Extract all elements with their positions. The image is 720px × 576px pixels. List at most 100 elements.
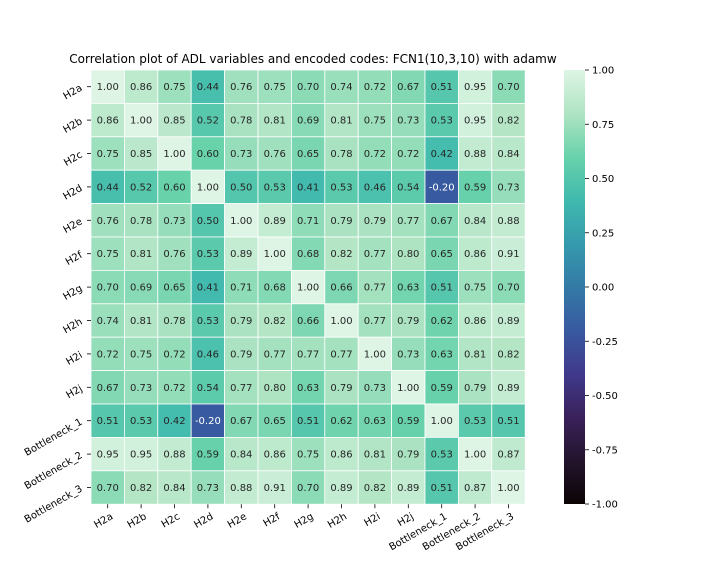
heatmap-cell [290, 370, 326, 405]
cell-value-label: 0.54 [397, 182, 419, 193]
cell-value-label: 0.75 [97, 249, 119, 260]
colorbar-tick-label: -0.50 [592, 391, 618, 402]
cell-value-label: 0.70 [497, 82, 519, 93]
heatmap-cell [190, 269, 225, 305]
cell-value-label: 0.91 [497, 249, 519, 260]
cell-value-label: 0.62 [431, 316, 453, 327]
heatmap-cell [424, 136, 459, 171]
heatmap-cell [357, 203, 393, 238]
colorbar-tick-label: 0.50 [592, 174, 614, 185]
cell-value-label: 0.81 [130, 316, 152, 327]
cell-value-label: 0.60 [163, 182, 185, 193]
heatmap-cell [491, 136, 526, 171]
heatmap-cell [357, 269, 393, 305]
heatmap-cell [124, 436, 159, 472]
cell-value-label: 0.79 [397, 316, 419, 327]
cell-value-label: 0.67 [230, 416, 252, 427]
cell-value-label: 0.44 [97, 182, 119, 193]
heatmap-cell [424, 236, 459, 271]
heatmap-cell [124, 403, 159, 438]
cell-value-label: 0.73 [364, 383, 386, 394]
cell-value-label: 0.76 [264, 149, 286, 160]
heatmap-cell [491, 403, 526, 438]
heatmap-cell [257, 370, 292, 405]
cell-value-label: 0.71 [230, 283, 252, 294]
cell-value-label: 0.66 [330, 283, 352, 294]
cell-value-label: 0.82 [264, 316, 286, 327]
cell-value-label: 0.73 [197, 483, 219, 494]
heatmap-cell [224, 103, 259, 138]
cell-value-label: 0.74 [97, 316, 119, 327]
heatmap-cell [290, 436, 326, 472]
heatmap-cell [457, 69, 493, 104]
cell-value-label: 0.59 [464, 182, 486, 193]
x-tick-label: H2f [262, 511, 283, 529]
cell-value-label: 0.65 [431, 249, 453, 260]
cell-value-label: 0.88 [163, 450, 185, 461]
cell-value-label: 0.72 [364, 149, 386, 160]
cell-value-label: 0.86 [464, 316, 486, 327]
y-tick-label: H2a [62, 83, 85, 103]
cell-value-label: 0.46 [197, 349, 219, 360]
cell-value-label: 0.89 [397, 483, 419, 494]
colorbar-tick-label: -0.75 [592, 445, 618, 456]
cell-value-label: 0.63 [431, 349, 453, 360]
cell-value-label: 0.52 [197, 116, 219, 127]
colorbar-ticks: 1.00 0.75 0.50 0.25 0.00 -0.25 -0.50 -0.75 -1.00 [585, 66, 618, 511]
colorbar-tick-label: -0.25 [592, 337, 618, 348]
cell-value-label: 1.00 [264, 249, 286, 260]
cell-value-label: 1.00 [497, 483, 519, 494]
heatmap-cell [90, 336, 125, 372]
heatmap-cell [324, 303, 359, 338]
cell-value-label: 0.70 [297, 483, 319, 494]
cell-value-label: 0.75 [130, 349, 152, 360]
heatmap-cell [324, 403, 359, 438]
heatmap-cell [90, 370, 125, 405]
heatmap-cell [124, 136, 159, 171]
cell-value-label: 0.86 [264, 450, 286, 461]
heatmap-cell [290, 303, 326, 338]
cell-value-label: 0.75 [464, 283, 486, 294]
cell-value-label: 0.76 [230, 82, 252, 93]
cell-value-label: 0.77 [397, 216, 419, 227]
cell-value-label: 0.89 [497, 383, 519, 394]
cell-value-label: 0.51 [431, 283, 453, 294]
heatmap-cell [124, 236, 159, 271]
cell-value-label: 0.78 [230, 116, 252, 127]
cell-value-label: 0.72 [397, 149, 419, 160]
heatmap-cell [357, 370, 393, 405]
colorbar-tick-label: 0.25 [592, 228, 614, 239]
heatmap-cell [190, 436, 225, 472]
cell-value-label: 0.54 [197, 383, 219, 394]
heatmap-cell [391, 269, 426, 305]
y-tick-label: H2g [61, 283, 84, 303]
cell-value-label: 0.75 [264, 82, 286, 93]
cell-value-label: 0.80 [264, 383, 286, 394]
heatmap-cell [357, 236, 393, 271]
heatmap-cell [357, 436, 393, 472]
x-tick-label: H2g [293, 511, 316, 531]
cell-value-label: 0.51 [497, 416, 519, 427]
heatmap-cell [257, 436, 292, 472]
heatmap-cell [190, 370, 225, 405]
heatmap-cell [457, 436, 493, 472]
heatmap-cell [224, 269, 259, 305]
cell-value-label: 0.86 [464, 249, 486, 260]
cell-value-label: 0.81 [364, 450, 386, 461]
heatmap-cell [324, 336, 359, 372]
colorbar-gradient [564, 70, 585, 504]
cell-value-label: 0.86 [97, 116, 119, 127]
cell-value-label: 0.77 [297, 349, 319, 360]
heatmap-cell [190, 236, 225, 271]
heatmap-cell [90, 236, 125, 271]
colorbar: 1.00 0.75 0.50 0.25 0.00 -0.25 -0.50 -0.75 -1.00 [564, 66, 618, 511]
y-tick-label: H2e [62, 216, 85, 236]
heatmap-cell [290, 236, 326, 271]
colorbar-tick-label: 0.75 [592, 120, 614, 131]
cell-value-label: 0.73 [497, 182, 519, 193]
cell-value-label: 0.72 [163, 349, 185, 360]
heatmap-cell [457, 203, 493, 238]
y-tick-label: H2h [61, 317, 84, 337]
cell-value-label: 0.50 [197, 216, 219, 227]
heatmap-cell [124, 370, 159, 405]
